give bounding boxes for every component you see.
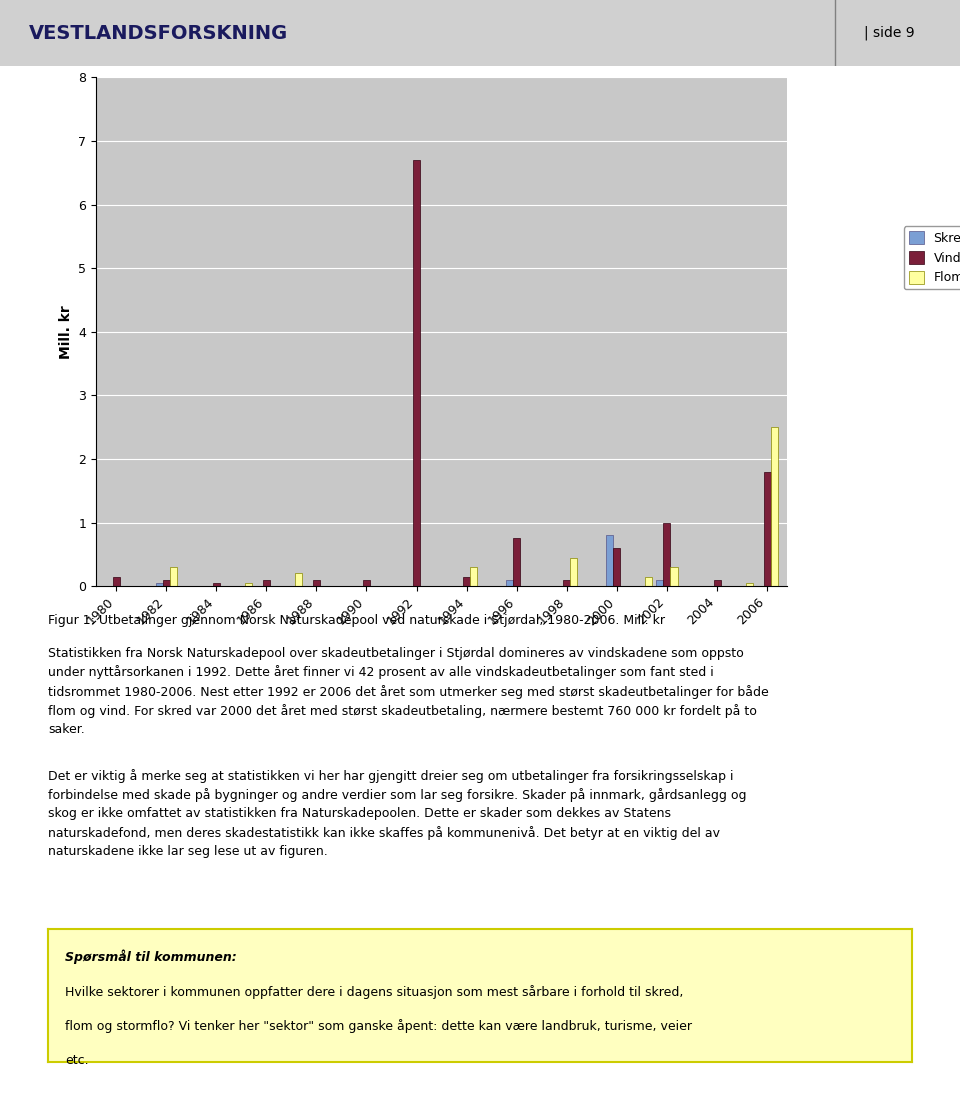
Text: etc.: etc. <box>65 1054 89 1067</box>
Text: Det er viktig å merke seg at statistikken vi her har gjengitt dreier seg om utbe: Det er viktig å merke seg at statistikke… <box>48 769 747 857</box>
Bar <box>607 535 613 586</box>
Bar <box>763 472 771 586</box>
Bar <box>645 576 653 586</box>
Text: VESTLANDSFORSKNING: VESTLANDSFORSKNING <box>29 23 288 43</box>
Bar <box>170 567 177 586</box>
Bar <box>245 583 252 586</box>
Text: Spørsmål til kommunen:: Spørsmål til kommunen: <box>65 949 237 963</box>
Bar <box>771 427 778 586</box>
Bar <box>363 580 370 586</box>
Bar <box>156 583 162 586</box>
Bar <box>663 523 670 586</box>
Bar <box>213 583 220 586</box>
Text: flom og stormflo? Vi tenker her "sektor" som ganske åpent: dette kan være landbr: flom og stormflo? Vi tenker her "sektor"… <box>65 1020 692 1033</box>
Bar <box>564 580 570 586</box>
Bar <box>313 580 320 586</box>
Text: Figur 1: Utbetalinger gjennom Norsk Naturskadepool ved naturskade i Stjørdal, 19: Figur 1: Utbetalinger gjennom Norsk Natu… <box>48 614 665 627</box>
Bar <box>162 580 170 586</box>
Bar <box>670 567 678 586</box>
Bar <box>112 576 120 586</box>
Bar <box>613 549 620 586</box>
Bar <box>463 576 470 586</box>
Bar <box>746 583 753 586</box>
Legend: Skred, Vind, Flom: Skred, Vind, Flom <box>903 226 960 290</box>
Bar <box>295 573 301 586</box>
Text: Hvilke sektorer i kommunen oppfatter dere i dagens situasjon som mest sårbare i : Hvilke sektorer i kommunen oppfatter der… <box>65 984 684 999</box>
Bar <box>713 580 721 586</box>
Text: Statistikken fra Norsk Naturskadepool over skadeutbetalinger i Stjørdal dominere: Statistikken fra Norsk Naturskadepool ov… <box>48 647 769 737</box>
Bar <box>470 567 477 586</box>
Y-axis label: Mill. kr: Mill. kr <box>59 305 73 358</box>
Bar <box>657 580 663 586</box>
Bar <box>263 580 270 586</box>
Bar <box>413 160 420 586</box>
Bar <box>514 539 520 586</box>
Bar <box>506 580 514 586</box>
Text: | side 9: | side 9 <box>864 25 915 41</box>
Bar <box>570 557 577 586</box>
